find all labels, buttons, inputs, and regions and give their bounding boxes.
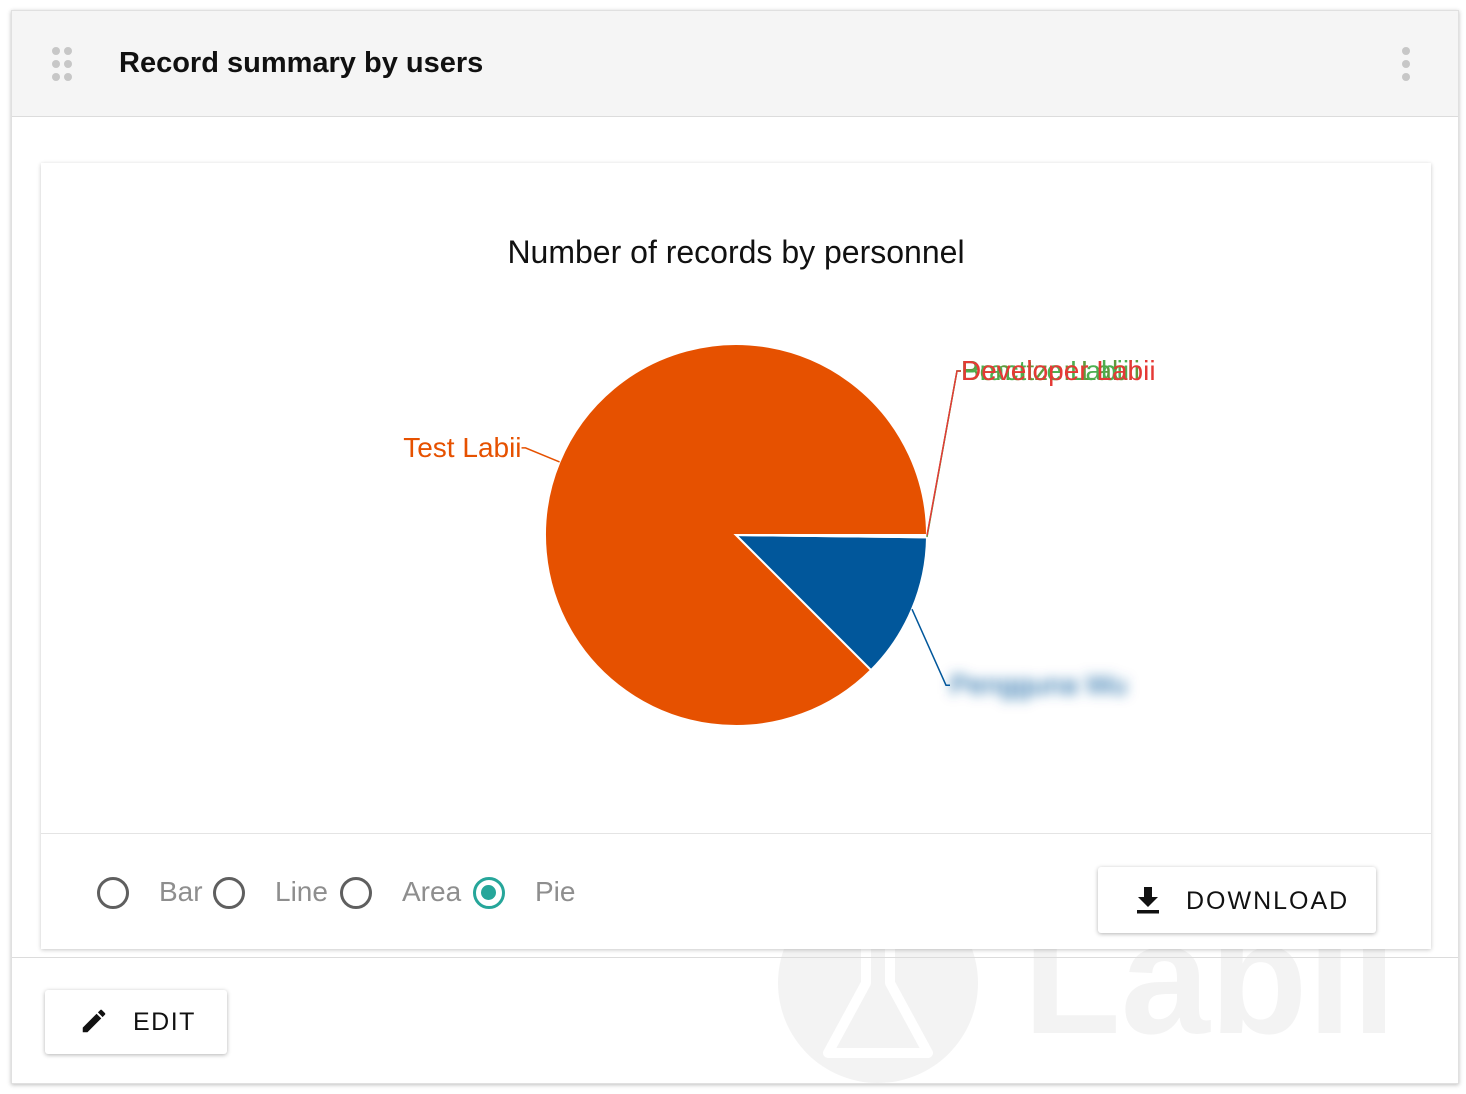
pie-slice-label: Benutzer Labii (961, 355, 1140, 386)
radio-label-pie: Pie (535, 876, 576, 907)
drag-handle-icon[interactable] (52, 47, 76, 83)
pie-leader-line (521, 447, 560, 463)
footer-divider (12, 957, 1458, 958)
pie-leader-line (926, 370, 961, 536)
radio-pie[interactable] (473, 877, 505, 909)
pie-slice[interactable] (733, 533, 928, 672)
pie-slice-label: Test Labii (403, 432, 521, 463)
pie-slice-label: Developer Labii (961, 355, 1156, 386)
radio-label-bar: Bar (159, 876, 203, 907)
chart-card: Number of records by personnel Test Labi… (41, 163, 1431, 949)
radio-label-area: Area (402, 876, 462, 907)
pie-slice[interactable] (735, 534, 929, 537)
widget-header: Record summary by users (12, 11, 1458, 117)
pie-leader-line (911, 608, 950, 686)
widget-card: Record summary by users Labii Number of … (11, 10, 1459, 1084)
chart-title: Number of records by personnel (507, 234, 964, 270)
download-label: DOWNLOAD (1186, 887, 1350, 915)
radio-bar[interactable] (97, 877, 129, 909)
download-icon (1137, 887, 1159, 914)
more-vert-icon[interactable] (1398, 47, 1414, 83)
pie-chart: Number of records by personnel Test Labi… (403, 234, 1156, 727)
pie-slice-label: Practice Labii (961, 355, 1129, 386)
pencil-icon (82, 1009, 106, 1033)
radio-line[interactable] (213, 877, 245, 909)
widget-title: Record summary by users (119, 47, 484, 79)
card-divider (41, 833, 1431, 834)
download-button[interactable]: DOWNLOAD (1098, 867, 1376, 933)
edit-label: EDIT (133, 1008, 196, 1036)
edit-button[interactable]: EDIT (45, 990, 227, 1054)
radio-area[interactable] (340, 877, 372, 909)
radio-label-line: Line (275, 876, 328, 907)
pie-slice-label: Pengguna Wu (950, 669, 1127, 700)
